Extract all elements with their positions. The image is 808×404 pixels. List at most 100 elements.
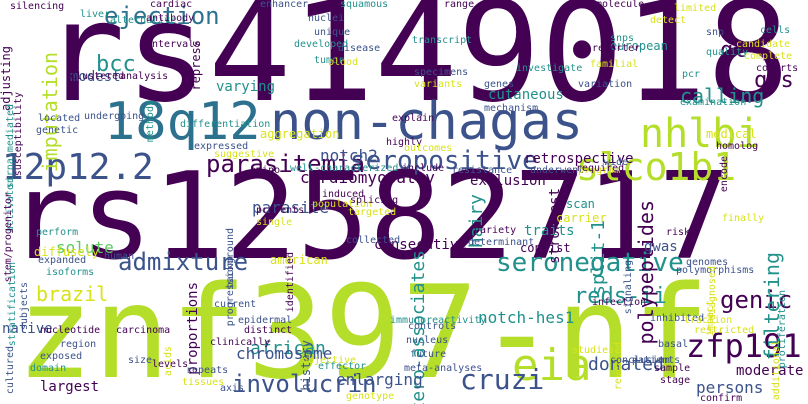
word: outcomes: [404, 143, 453, 154]
word: nucleus: [406, 335, 449, 346]
word: zfp191: [686, 327, 802, 365]
word: notch2: [320, 146, 378, 165]
word: variation: [578, 79, 633, 90]
word: nuclei: [308, 13, 345, 24]
word: determinant: [468, 237, 535, 248]
word: 12p12.2: [2, 147, 154, 188]
word: examination: [680, 97, 747, 108]
word: aggregation: [260, 127, 340, 141]
word: region: [60, 339, 97, 350]
word: axis: [220, 383, 245, 394]
word: investigate: [516, 63, 583, 74]
word: epidermal: [238, 315, 293, 326]
word: genomes: [686, 257, 729, 268]
word: explain: [392, 113, 435, 124]
word: population: [312, 199, 373, 210]
word: modest: [70, 69, 121, 85]
word: seronegative: [496, 248, 684, 278]
word: cutaneous: [488, 87, 564, 103]
word: qt: [720, 38, 747, 63]
word: prevents: [256, 205, 305, 216]
word: non-chagas: [270, 92, 584, 152]
word: range: [444, 0, 475, 10]
word: largest: [40, 379, 100, 395]
word: slco1b1: [576, 145, 737, 189]
word: antibody: [146, 13, 195, 24]
word: induced: [322, 189, 365, 200]
word: immunoreactivity: [390, 315, 487, 326]
word: analysis: [120, 71, 169, 82]
word: notch-hes1: [478, 308, 575, 327]
word: cultured: [5, 346, 16, 395]
word: diffusely: [34, 245, 100, 259]
word: sample: [654, 363, 691, 374]
word: blood: [328, 57, 359, 68]
word: tissues: [182, 377, 225, 388]
word: pcr: [682, 69, 701, 80]
word: ejection: [104, 2, 220, 30]
word: splicing: [350, 195, 399, 206]
word: located: [38, 113, 81, 124]
word: risk: [666, 227, 691, 238]
word: enhancer: [260, 0, 309, 10]
word: variety: [474, 225, 517, 236]
word: znf397-nf: [16, 259, 710, 404]
word: conclusion: [610, 355, 671, 366]
word: gwas: [644, 239, 678, 255]
word: detect: [650, 15, 687, 26]
word: patients: [632, 355, 681, 366]
word: well-characterized: [290, 163, 399, 174]
word: consist: [520, 241, 571, 255]
word: progression: [225, 260, 236, 327]
word: collected: [346, 235, 401, 246]
word: suggestive: [214, 149, 275, 160]
word: parasitemia: [206, 150, 365, 178]
word: variants: [414, 79, 463, 90]
word: current: [214, 299, 257, 310]
word: expanded: [38, 255, 87, 266]
word: genetic: [36, 125, 79, 136]
word: differentiation: [180, 119, 271, 130]
word: complete: [744, 51, 793, 62]
word: european: [610, 39, 668, 53]
word: snp: [706, 27, 725, 38]
word: candidate: [736, 39, 791, 50]
word: genes: [484, 79, 515, 90]
word: cardiac: [150, 0, 193, 10]
word: encode: [719, 156, 730, 193]
word: repeats: [186, 365, 229, 376]
word: wide: [604, 157, 629, 168]
word: scan: [566, 197, 595, 211]
word: resistance: [452, 165, 513, 176]
word: homolog: [716, 141, 759, 152]
word: identified: [285, 252, 296, 313]
word: future: [410, 349, 447, 360]
word: finally: [722, 213, 765, 224]
word: amino: [250, 165, 281, 176]
word: polymorphisms: [676, 265, 755, 276]
word: specimens: [414, 67, 469, 78]
word: exclusion: [470, 173, 546, 189]
word: restricted: [694, 325, 755, 336]
word: transcript: [412, 35, 473, 46]
word: eia: [512, 340, 592, 391]
word: tumor: [314, 55, 345, 66]
word: domain: [30, 363, 67, 374]
word: infection: [592, 297, 647, 308]
word: solute: [56, 238, 114, 257]
word: snps: [610, 33, 635, 44]
word: distinct: [244, 325, 293, 336]
word: exposed: [40, 351, 83, 362]
word: seropositive: [350, 146, 538, 176]
word: consecutive: [374, 237, 467, 253]
word: reds-ii: [574, 284, 667, 309]
word: studies: [572, 345, 615, 356]
word: silencing: [10, 1, 65, 12]
word: expressed: [194, 141, 249, 152]
word: intervals: [146, 39, 201, 50]
word: levels: [152, 359, 189, 370]
word: isoforms: [46, 267, 95, 278]
word: qrs: [754, 68, 794, 93]
word: targeted: [348, 207, 397, 218]
word: brazil: [36, 282, 109, 306]
